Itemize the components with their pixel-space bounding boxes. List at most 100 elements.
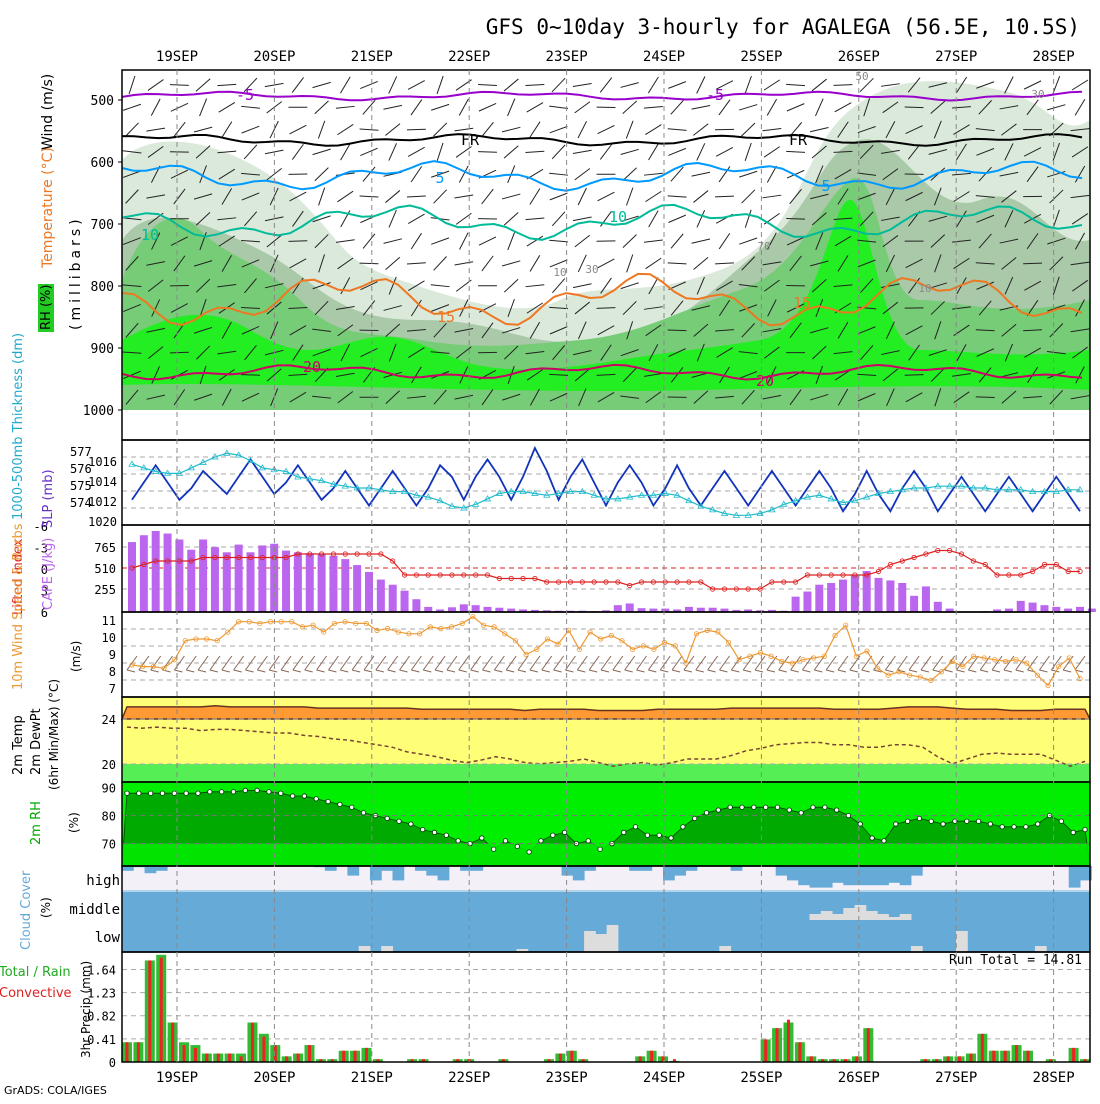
precip-conv-bar <box>126 1042 129 1062</box>
rh2m-point <box>385 816 389 820</box>
top-date-label: 28SEP <box>1033 49 1075 65</box>
rh2m-point <box>172 791 176 795</box>
rh2m-point <box>480 836 484 840</box>
rh2m-lower-band <box>122 844 1090 866</box>
cape-bar <box>792 597 800 612</box>
cape-label: CAPE (J/kg) <box>41 538 56 610</box>
cape-bar <box>424 607 432 612</box>
cloud-middle-bar <box>843 908 855 920</box>
cape-bar <box>1017 601 1025 612</box>
cloud-level-low: low <box>95 930 121 946</box>
cloud-high-bar <box>810 866 822 888</box>
cloud-low-bar <box>911 946 923 952</box>
contour-label: 70 <box>757 240 770 253</box>
cloud-low-bar <box>595 934 607 952</box>
cape-bar <box>898 583 906 612</box>
cloud-high-bar <box>832 866 844 883</box>
temp-tick: 20 <box>102 758 116 772</box>
precip-conv-bar <box>148 960 151 1062</box>
precip-conv-bar <box>810 1056 813 1062</box>
rh2m-point <box>799 811 803 815</box>
rh2m-point <box>681 825 685 829</box>
cloud-high-bg <box>122 866 1090 890</box>
cape-bar <box>211 547 219 612</box>
precip-conv-bar <box>354 1051 357 1062</box>
precip-conv-bar <box>947 1056 950 1062</box>
rh2m-point <box>208 790 212 794</box>
cloud-high-bar <box>347 866 359 876</box>
cloud-low-bar <box>607 925 619 952</box>
cape-bar <box>377 580 385 612</box>
rh2m-point <box>302 794 306 798</box>
rh2m-point <box>811 805 815 809</box>
bottom-date-label: 20SEP <box>253 1070 295 1086</box>
cape-bar <box>1076 607 1084 612</box>
cloud-low-bar <box>381 946 393 952</box>
rh2m-point <box>704 811 708 815</box>
cape-bar <box>910 596 918 612</box>
cloud-high-bar <box>573 866 585 880</box>
cape-bar <box>329 556 337 612</box>
slp-tick: 1020 <box>88 515 117 529</box>
rh2m-point <box>870 836 874 840</box>
rh-label: RH (%) <box>39 285 54 330</box>
cloud-high-bar <box>1069 866 1081 888</box>
cloud-middle-bar <box>866 911 878 920</box>
cape-bar <box>199 540 207 613</box>
cloud-high-bar <box>798 866 810 885</box>
rh2m-point <box>290 794 294 798</box>
cape-bar <box>886 580 894 612</box>
rh2m-point <box>728 805 732 809</box>
cape-bar <box>626 603 634 612</box>
cloud-low-bar <box>719 946 731 952</box>
rh2m-point <box>894 822 898 826</box>
cape-tick: 765 <box>94 541 116 555</box>
contour-label: -5 <box>706 86 724 104</box>
pressure-tick-label: 800 <box>91 280 114 295</box>
top-date-label: 25SEP <box>740 49 782 65</box>
bottom-date-label: 28SEP <box>1033 1070 1075 1086</box>
precip-conv-bar <box>798 1042 801 1062</box>
temp-label: Temperature (°C) <box>40 147 56 269</box>
slp-label: SLP (mb) <box>41 469 56 528</box>
precip-conv-bar <box>217 1054 220 1062</box>
rh2m-label: 2m RH <box>29 801 44 845</box>
wind-background <box>122 612 1090 697</box>
cape-bar <box>839 580 847 612</box>
slp-tick: 1012 <box>88 495 117 509</box>
rh2m-point <box>787 808 791 812</box>
precip-conv-bar <box>570 1051 573 1062</box>
cloud-high-bar <box>866 866 878 885</box>
cloud-high-bar <box>821 866 833 888</box>
millibars-label: (millibars) <box>68 215 84 330</box>
temp-band-low <box>122 764 1090 782</box>
cape-bar <box>247 552 255 612</box>
temp2m-label3: (6hr Min/Max) (°C) <box>47 679 61 790</box>
rh2m-point <box>882 839 886 843</box>
rh2m-point <box>586 839 590 843</box>
credit-label: GrADS: COLA/IGES <box>4 1084 107 1097</box>
precip-conv-bar <box>559 1054 562 1062</box>
cloud-units: (%) <box>39 897 53 918</box>
rh2m-point <box>775 805 779 809</box>
cloud-label: Cloud Cover <box>19 870 34 950</box>
rh2m-point <box>633 825 637 829</box>
pressure-tick-label: 500 <box>91 94 114 109</box>
contour-label: -5 <box>236 86 254 104</box>
rh2m-point <box>752 805 756 809</box>
thickness-label: 1000-500mb Thickness (dm) <box>11 333 26 520</box>
cape-bar <box>412 599 420 612</box>
rh2m-point <box>432 830 436 834</box>
contour-label: 5 <box>435 169 444 187</box>
cloud-low-bar <box>359 946 371 952</box>
cape-bar <box>934 602 942 612</box>
rh2m-point <box>988 822 992 826</box>
cloud-high-bar <box>663 866 675 880</box>
cloud-high-bar <box>562 866 574 876</box>
rh2m-point <box>184 791 188 795</box>
precip-conv-bar <box>855 1056 858 1062</box>
cape-bar <box>401 591 409 612</box>
